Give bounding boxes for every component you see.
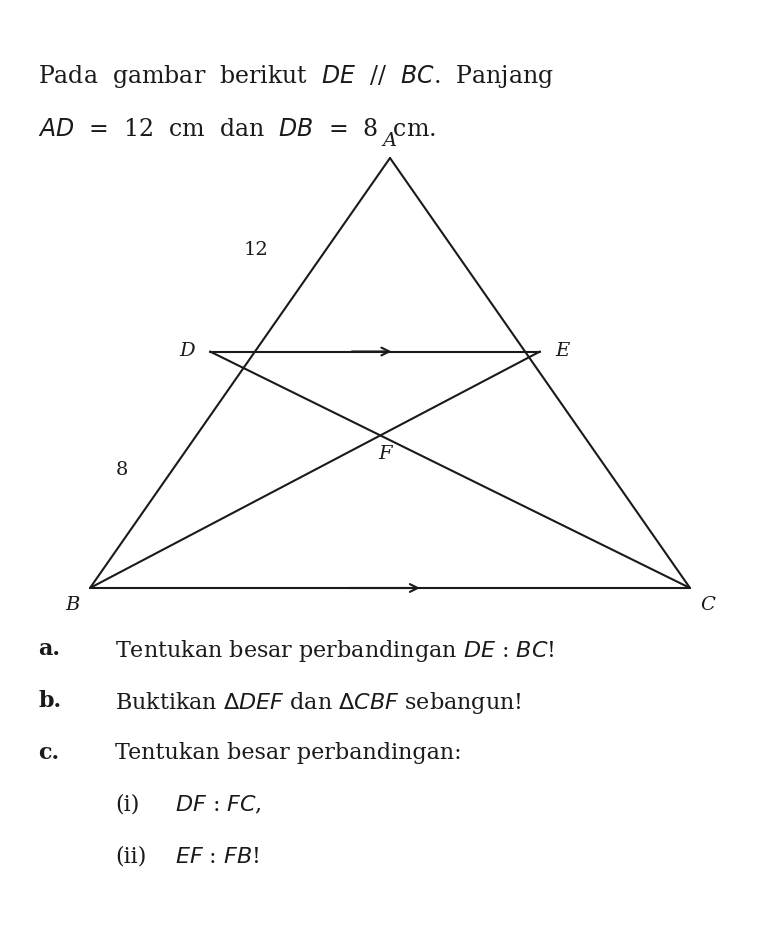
Text: Tentukan besar perbandingan $\it{DE}$ : $\it{BC}$!: Tentukan besar perbandingan $\it{DE}$ : … xyxy=(115,638,554,664)
Text: A: A xyxy=(383,132,397,150)
Text: $\it{DF}$ : $\it{FC}$,: $\it{DF}$ : $\it{FC}$, xyxy=(175,794,262,816)
Text: E: E xyxy=(555,342,569,360)
Text: $\it{AD}$  =  12  cm  dan  $\it{DB}$  =  8  cm.: $\it{AD}$ = 12 cm dan $\it{DB}$ = 8 cm. xyxy=(38,118,436,141)
Text: B: B xyxy=(66,596,80,614)
Text: 12: 12 xyxy=(243,241,268,259)
Text: Pada  gambar  berikut  $\it{DE}$  //  $\it{BC}$.  Panjang: Pada gambar berikut $\it{DE}$ // $\it{BC… xyxy=(38,63,554,90)
Text: D: D xyxy=(179,342,195,360)
Text: $\it{EF}$ : $\it{FB}$!: $\it{EF}$ : $\it{FB}$! xyxy=(175,846,259,868)
Text: F: F xyxy=(378,446,392,464)
Text: (ii): (ii) xyxy=(115,846,147,868)
Text: b.: b. xyxy=(38,690,61,712)
Text: Tentukan besar perbandingan:: Tentukan besar perbandingan: xyxy=(115,742,462,764)
Text: (i): (i) xyxy=(115,794,140,816)
Text: Buktikan $\Delta\it{DEF}$ dan $\Delta\it{CBF}$ sebangun!: Buktikan $\Delta\it{DEF}$ dan $\Delta\it… xyxy=(115,690,522,716)
Text: C: C xyxy=(700,596,715,614)
Text: c.: c. xyxy=(38,742,59,764)
Text: a.: a. xyxy=(38,638,60,660)
Text: 8: 8 xyxy=(116,461,128,479)
